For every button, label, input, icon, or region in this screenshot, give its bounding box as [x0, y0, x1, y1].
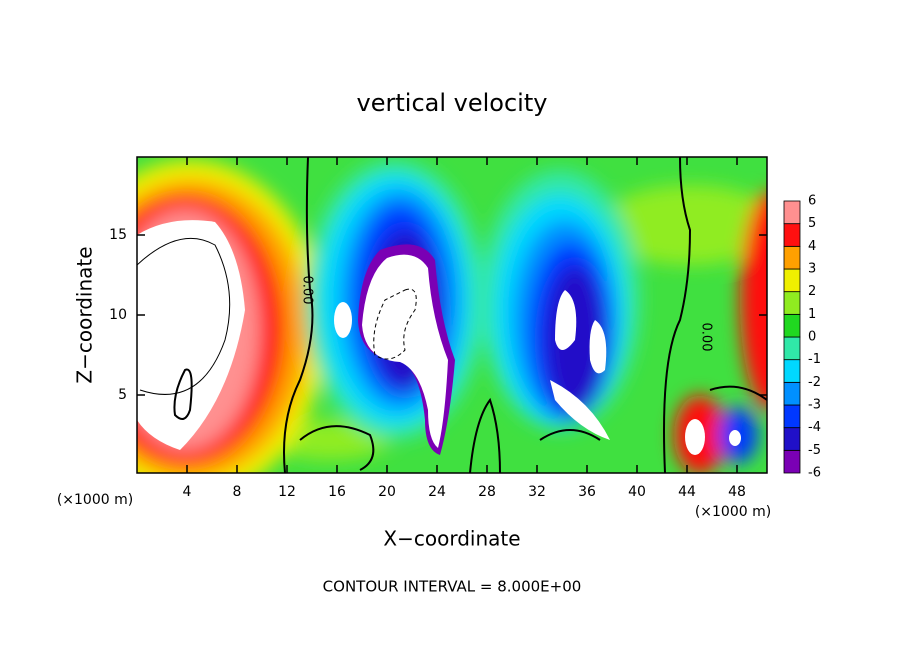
- x-tick-label: 32: [528, 484, 546, 500]
- y-axis-label: Z−coordinate: [73, 246, 97, 383]
- colorbar-label: 2: [808, 284, 816, 299]
- x-axis-label: X−coordinate: [383, 527, 520, 551]
- colorbar-label: -5: [808, 443, 821, 458]
- x-tick-label: 44: [678, 484, 696, 500]
- colorbar-box: [783, 200, 801, 225]
- colorbar-label: -2: [808, 375, 821, 390]
- colorbar-label: -4: [808, 420, 821, 435]
- chart-title: vertical velocity: [357, 89, 548, 117]
- colorbar-box: [783, 427, 801, 451]
- colorbar-label: 0: [808, 330, 816, 345]
- colorbar-label: -1: [808, 352, 821, 367]
- colorbar-label: 5: [808, 216, 816, 231]
- colorbar-box: [783, 268, 801, 293]
- colorbar-box: [783, 291, 801, 315]
- colorbar-label: -3: [808, 398, 821, 413]
- x-tick-label: 4: [183, 484, 192, 500]
- colorbar-label: 4: [808, 239, 816, 254]
- colorbar-box: [783, 381, 801, 406]
- footnote: CONTOUR INTERVAL = 8.000E+00: [323, 578, 582, 596]
- field: [137, 157, 767, 473]
- colorbar-box: [783, 449, 801, 474]
- colorbar-label: 1: [808, 307, 816, 322]
- x-tick-label: 36: [578, 484, 596, 500]
- y-tick-label: 15: [109, 227, 127, 243]
- x-tick-label: 28: [478, 484, 496, 500]
- x-tick-label: 40: [628, 484, 646, 500]
- x-tick-label: 12: [278, 484, 296, 500]
- x-tick-label: 48: [728, 484, 746, 500]
- x-unit-label: (×1000 m): [695, 504, 771, 520]
- colorbar-label: -6: [808, 466, 821, 481]
- x-tick-label: 20: [378, 484, 396, 500]
- colorbar-box: [783, 313, 801, 338]
- contour-label: 0.00: [300, 276, 315, 305]
- y-tick-label: 10: [109, 307, 127, 323]
- colorbar-box: [783, 359, 801, 383]
- x-tick-label: 8: [233, 484, 242, 500]
- colorbar-box: [783, 336, 801, 361]
- colorbar-label: 3: [808, 262, 816, 277]
- y-tick-label: 5: [118, 387, 127, 403]
- colorbar-box: [783, 245, 801, 270]
- contour-label: 0.00: [699, 323, 714, 352]
- colorbar-box: [783, 404, 801, 429]
- x-tick-label: 24: [428, 484, 446, 500]
- x-unit-label: (×1000 m): [57, 492, 133, 508]
- colorbar-label: 6: [808, 194, 816, 209]
- x-tick-label: 16: [328, 484, 346, 500]
- colorbar-box: [783, 223, 801, 247]
